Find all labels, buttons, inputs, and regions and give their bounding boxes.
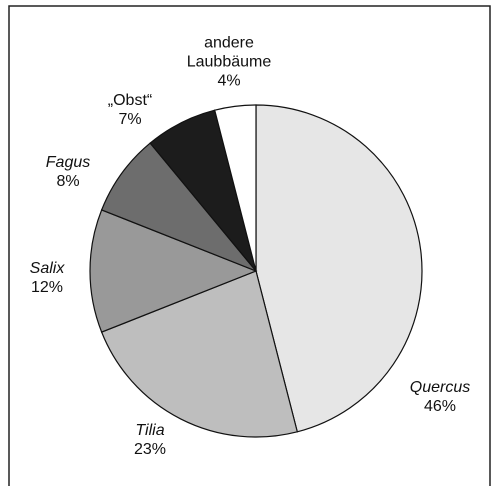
value-label: 4% bbox=[217, 72, 241, 90]
slice-label: Fagus 8% bbox=[28, 153, 108, 191]
pie-slice bbox=[213, 104, 257, 272]
category-label: Salix bbox=[29, 260, 65, 277]
category-label: Fagus bbox=[45, 154, 91, 171]
value-label: 7% bbox=[118, 111, 142, 128]
value-label: 12% bbox=[30, 279, 64, 296]
slice-label: Tilia 23% bbox=[105, 421, 195, 459]
value-label: 8% bbox=[56, 173, 80, 190]
value-label: 23% bbox=[133, 441, 167, 458]
slice-label: „Obst“ 7% bbox=[90, 91, 170, 129]
slice-label: andere Laubbäume 4% bbox=[179, 34, 279, 91]
slice-label: Quercus 46% bbox=[395, 378, 485, 416]
pie-slice bbox=[89, 209, 258, 333]
category-label: Quercus bbox=[409, 379, 471, 396]
category-label: andere Laubbäume bbox=[186, 34, 272, 71]
category-label: „Obst“ bbox=[107, 92, 153, 109]
pie-slice bbox=[100, 270, 299, 438]
frame bbox=[8, 5, 491, 486]
category-label: Tilia bbox=[135, 422, 165, 439]
slice-label: Salix 12% bbox=[7, 259, 87, 297]
pie-slice bbox=[255, 104, 423, 433]
value-label: 46% bbox=[423, 398, 457, 415]
